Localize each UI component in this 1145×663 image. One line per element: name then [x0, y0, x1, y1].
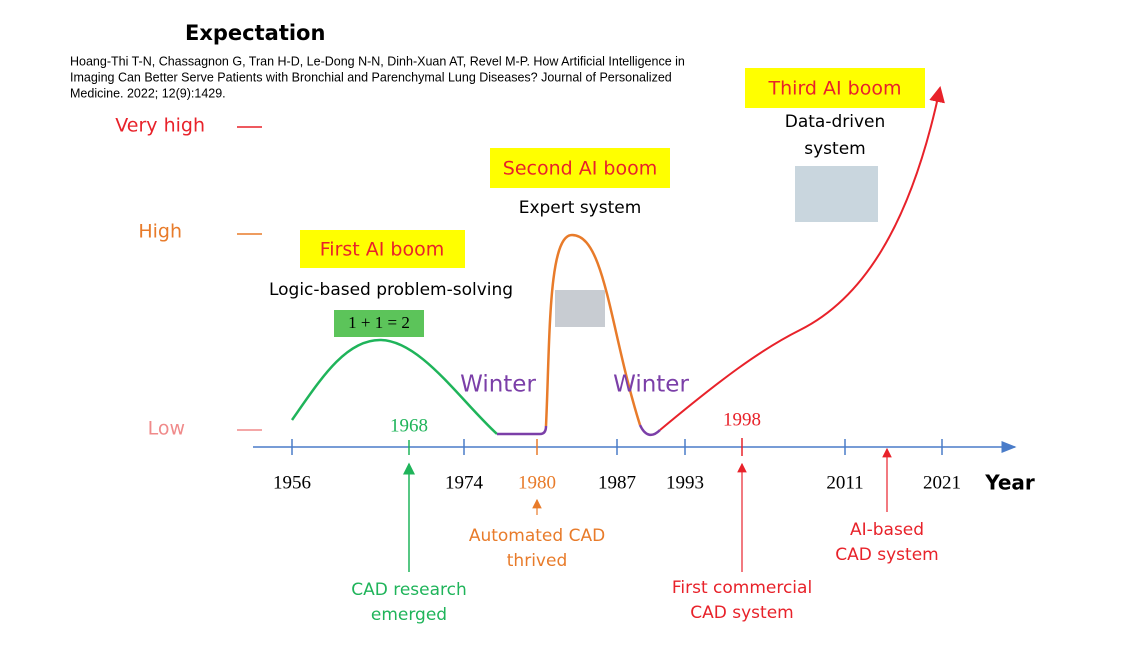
boom-box	[300, 230, 465, 268]
year-label: 1993	[666, 472, 704, 493]
annotation: CAD system	[690, 603, 793, 623]
title: Expectation	[185, 21, 325, 45]
boom-description: Data-driven	[785, 112, 886, 132]
axis-ticks	[291, 439, 943, 455]
annotation: CAD system	[835, 545, 938, 565]
curve	[544, 233, 642, 427]
annotation: thrived	[507, 551, 567, 571]
year-label: 1974	[445, 472, 484, 493]
curve	[290, 338, 498, 435]
photo	[555, 290, 605, 327]
level-label: Very high	[115, 115, 205, 137]
citation: Imaging Can Better Serve Patients with B…	[70, 70, 672, 84]
annotation: CAD research	[351, 580, 467, 600]
boom-label: Second AI boom	[503, 158, 657, 180]
photo	[795, 166, 878, 222]
annotation: Automated CAD	[469, 526, 605, 546]
citation: Medicine. 2022; 12(9):1429.	[70, 86, 226, 100]
year-label: 1956	[273, 472, 311, 493]
winter-label: Winter	[460, 372, 536, 398]
curve	[638, 424, 661, 437]
annotation: First commercial	[672, 578, 812, 598]
winter-label: Winter	[613, 372, 689, 398]
year-label: 1987	[598, 472, 636, 493]
boom-description: Expert system	[519, 198, 642, 218]
year-label: 1968	[390, 415, 428, 436]
boom-box	[490, 148, 670, 188]
annotation: AI-based	[850, 520, 924, 540]
curve	[497, 425, 548, 436]
boom-label: First AI boom	[320, 239, 444, 261]
axis-label: Year	[984, 471, 1035, 495]
level-label: High	[138, 221, 182, 243]
curve	[659, 86, 945, 431]
year-label: 1980	[518, 472, 556, 493]
boom-box	[745, 68, 925, 108]
boom-label: Third AI boom	[768, 78, 902, 100]
annotation: emerged	[371, 605, 447, 625]
year-label: 1998	[723, 409, 761, 430]
level-label: Low	[148, 418, 185, 440]
citation: Hoang-Thi T-N, Chassagnon G, Tran H-D, L…	[70, 54, 685, 68]
year-label: 2011	[826, 472, 863, 493]
formula: 1 + 1 = 2	[348, 313, 410, 332]
formula-box	[334, 310, 424, 337]
boom-description: system	[804, 139, 865, 159]
boom-description: Logic-based problem-solving	[269, 280, 513, 300]
year-label: 2021	[923, 472, 961, 493]
